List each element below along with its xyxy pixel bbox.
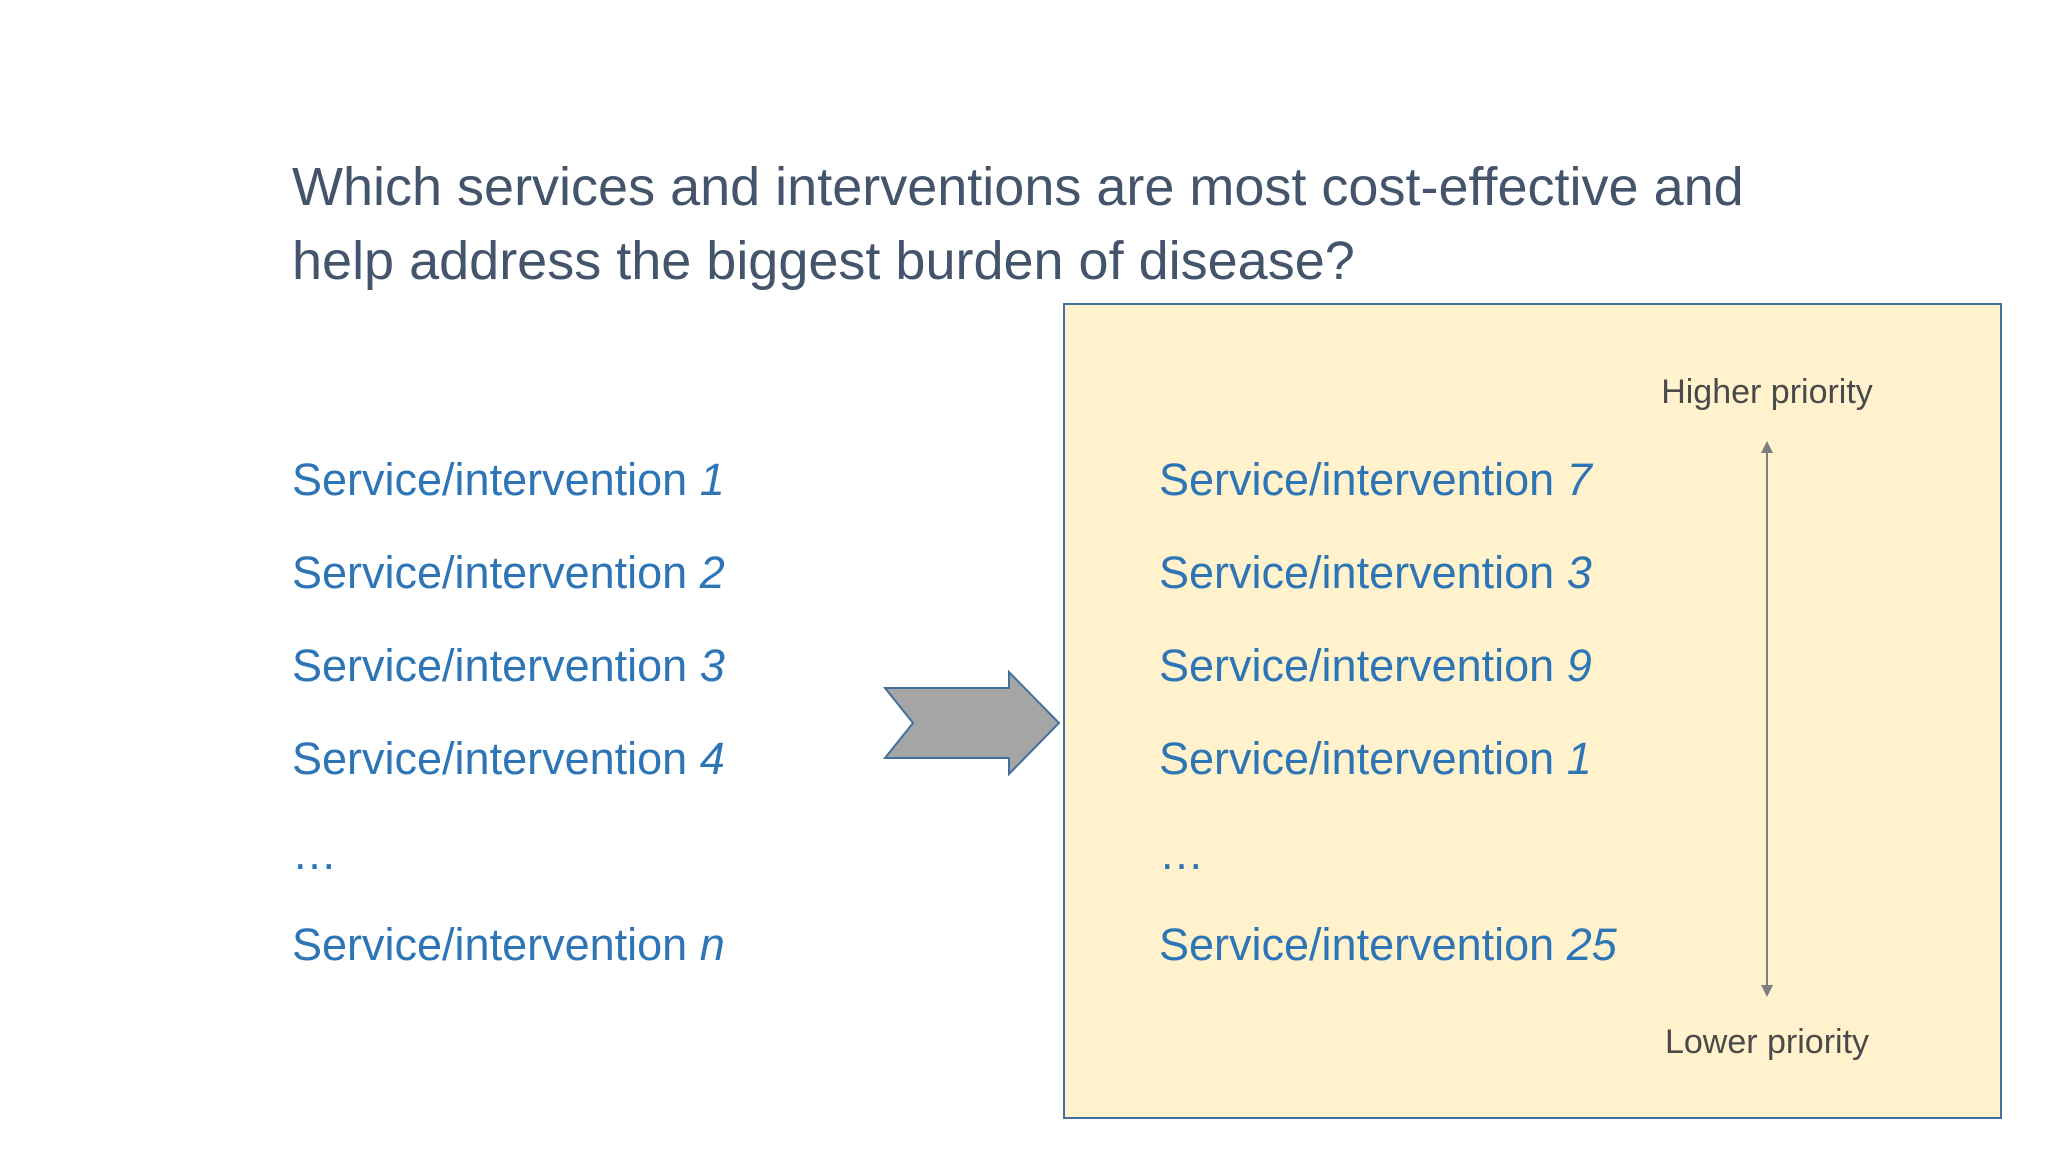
lower-priority-label: Lower priority xyxy=(1664,1023,1870,1061)
ranked-list-item: Service/intervention 9 xyxy=(1159,640,1592,691)
slide-title: Which services and interventions are mos… xyxy=(292,150,1852,298)
ranked-list-ellipsis: … xyxy=(1159,828,1204,879)
ranked-list-item: Service/intervention 25 xyxy=(1159,919,1617,970)
slide-title-line-2: help address the biggest burden of disea… xyxy=(292,231,1355,291)
unranked-list-item: Service/intervention 3 xyxy=(292,640,725,691)
unranked-list-item: Service/intervention 4 xyxy=(292,733,725,784)
unranked-list-item: Service/intervention n xyxy=(292,919,725,970)
right-arrow-icon xyxy=(883,670,1061,777)
ranked-list-item: Service/intervention 7 xyxy=(1159,454,1592,505)
unranked-list-item: Service/intervention 1 xyxy=(292,454,725,505)
ranked-priority-box: Higher priority Service/intervention 7 S… xyxy=(1063,303,2002,1119)
unranked-list-item: Service/intervention 2 xyxy=(292,547,725,598)
higher-priority-label: Higher priority xyxy=(1661,373,1873,411)
slide-title-line-1: Which services and interventions are mos… xyxy=(292,157,1744,217)
ranked-list-item: Service/intervention 1 xyxy=(1159,733,1592,784)
priority-double-arrow-icon xyxy=(1761,441,1773,997)
unranked-list-ellipsis: … xyxy=(292,828,337,879)
ranked-list-item: Service/intervention 3 xyxy=(1159,547,1592,598)
